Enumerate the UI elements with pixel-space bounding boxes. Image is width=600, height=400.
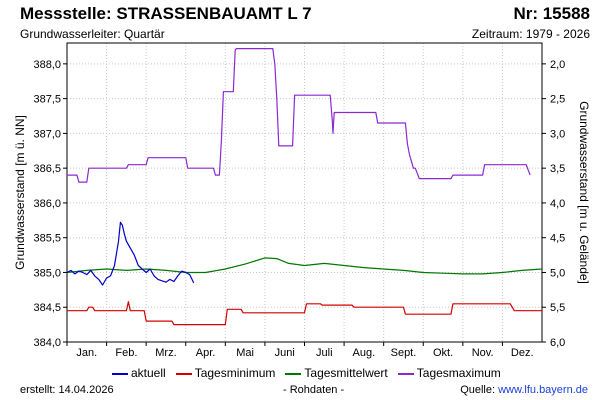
x-tick-label: Dez. [511,347,534,359]
legend-item-aktuell: aktuell [112,366,166,380]
y-right-tick-label: 3,0 [550,128,565,140]
y-tick-label: 385,0 [33,267,61,279]
legend-label: Tagesmittelwert [304,366,388,380]
plot-area [67,43,542,342]
y-axis-title: Grundwasserstand [m ü. NN] [13,115,27,270]
station-number: Nr: 15588 [513,4,590,23]
y-right-tick-label: 4,5 [550,233,565,245]
legend-label: Tagesmaximum [416,366,501,380]
legend-label: aktuell [131,366,166,380]
chart-title: Messstelle: STRASSENBAUAMT L 7 [20,4,312,23]
x-tick-label: Sept. [391,347,417,359]
y-tick-label: 386,0 [33,198,61,210]
y-tick-label: 386,5 [33,163,61,175]
x-tick-label: Juni [275,347,295,359]
y-right-tick-label: 2,5 [550,94,565,106]
x-tick-label: Jan. [76,347,97,359]
source-label: Quelle: [460,384,499,396]
y-tick-label: 385,5 [33,233,61,245]
x-tick-label: Aug. [353,347,376,359]
source-link[interactable]: www.lfu.bayern.de [498,384,588,396]
legend-swatch [397,372,414,375]
x-tick-label: Feb. [115,347,137,359]
y-right-axis-title: Grundwasserstand [m u. Gelände] [577,101,591,284]
raw-data-note: - Rohdaten - [283,384,345,396]
aquifer-label: Grundwasserleiter: Quartär [20,27,165,41]
legend-swatch [112,372,128,375]
y-right-tick-label: 3,5 [550,163,565,175]
y-tick-label: 388,0 [33,59,61,71]
legend-item-min: Tagesminimum [175,366,276,380]
series-line-aktuell [66,221,195,286]
legend-label: Tagesminimum [194,366,276,380]
y-tick-label: 384,5 [33,302,61,314]
y-tick-label: 387,5 [33,94,61,106]
legend-item-mean: Tagesmittelwert [285,366,388,380]
plot-frame [66,42,543,343]
x-tick-label: Mrz. [155,347,176,359]
y-tick-label: 387,0 [33,128,61,140]
chart-legend: aktuell Tagesminimum Tagesmittelwert Tagesm… [112,366,511,380]
x-tick-label: Nov. [472,347,494,359]
x-tick-label: Apr. [196,347,216,359]
series-line-min [67,301,542,326]
created-date: erstellt: 14.04.2026 [20,384,114,396]
x-tick-label: Juli [316,347,333,359]
y-right-tick-label: 2,0 [550,59,565,71]
y-right-tick-label: 5,5 [550,302,565,314]
y-right-tick-label: 4,0 [550,198,565,210]
y-right-tick-label: 5,0 [550,267,565,279]
source: Quelle: www.lfu.bayern.de [460,384,588,396]
x-tick-label: Okt. [433,347,453,359]
y-right-tick-label: 6,0 [550,337,565,349]
series-line-max [67,47,531,183]
legend-item-max: Tagesmaximum [397,366,501,380]
legend-swatch [175,372,192,375]
legend-swatch [285,372,302,375]
period-label: Zeitraum: 1979 - 2026 [471,27,590,41]
x-tick-label: Mai [236,347,254,359]
y-tick-label: 384,0 [33,337,61,349]
